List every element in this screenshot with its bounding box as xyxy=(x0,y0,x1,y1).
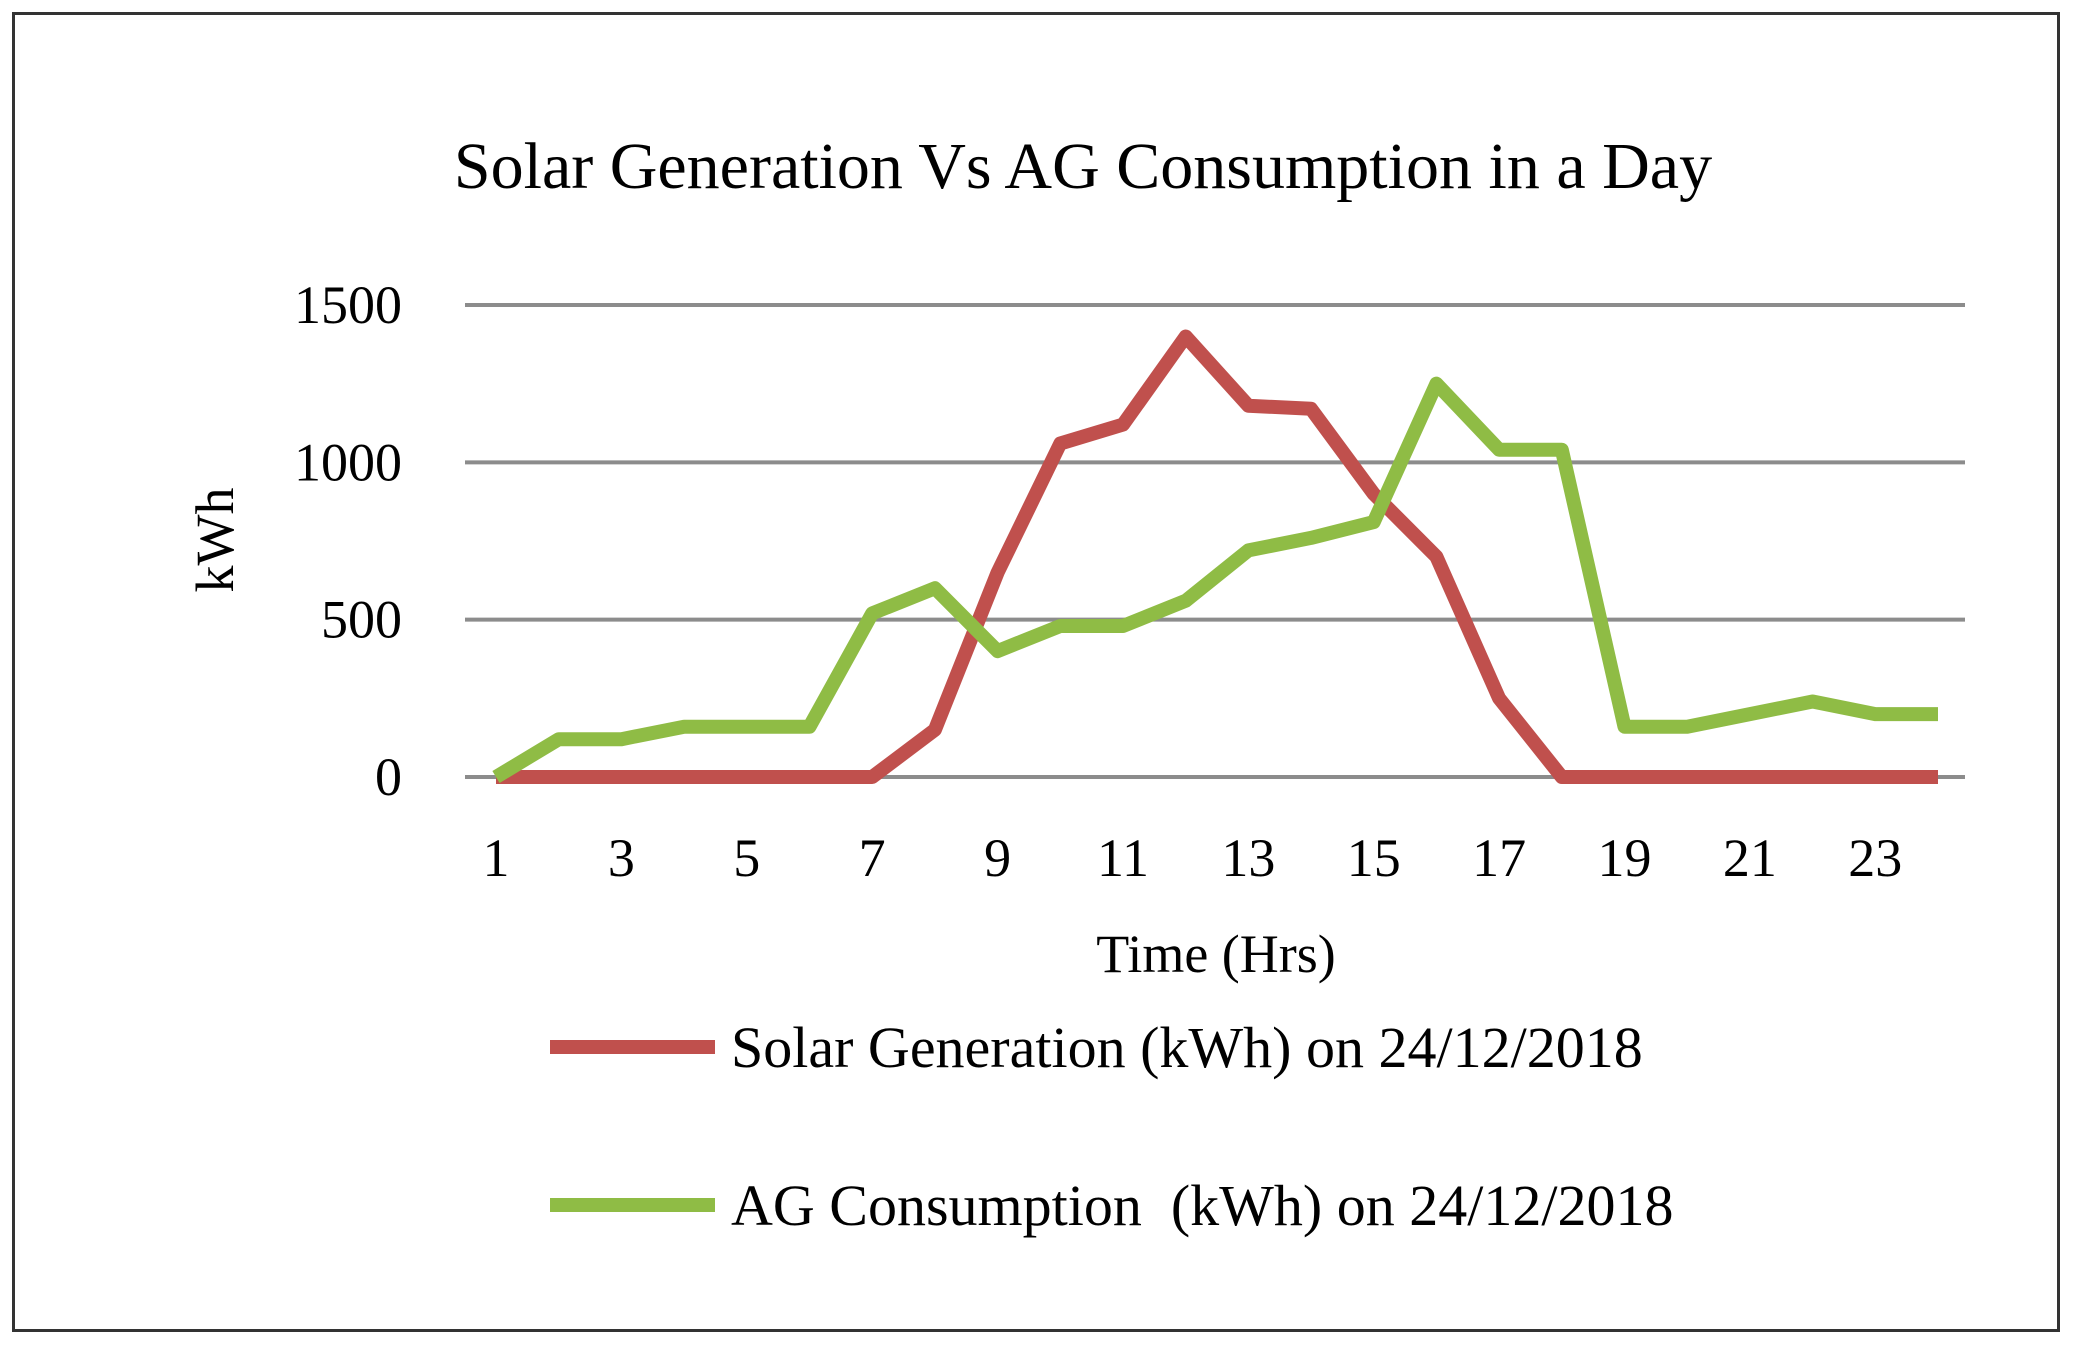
chart-title: Solar Generation Vs AG Consumption in a … xyxy=(454,130,1712,203)
ag-consumption-line xyxy=(492,376,1938,783)
y-axis-ticks: 0 500 1000 1500 xyxy=(294,275,402,807)
x-tick-label: 19 xyxy=(1598,828,1652,888)
x-tick-label: 23 xyxy=(1848,828,1902,888)
x-tick-label: 17 xyxy=(1472,828,1526,888)
x-axis-ticks: 1 3 5 7 9 11 13 15 17 19 21 23 xyxy=(483,828,1903,888)
x-axis-label: Time (Hrs) xyxy=(1096,924,1336,984)
x-tick-label: 13 xyxy=(1221,828,1275,888)
x-tick-label: 11 xyxy=(1097,828,1149,888)
y-tick-label: 0 xyxy=(375,747,402,807)
series-lines xyxy=(492,329,1938,784)
solar-generation-line xyxy=(496,329,1938,784)
legend-label-ag-consumption: AG Consumption (kWh) on 24/12/2018 xyxy=(731,1173,1673,1238)
legend-label-solar-generation: Solar Generation (kWh) on 24/12/2018 xyxy=(731,1015,1643,1080)
y-tick-label: 500 xyxy=(321,590,402,650)
x-tick-label: 21 xyxy=(1723,828,1777,888)
x-tick-label: 15 xyxy=(1347,828,1401,888)
x-tick-label: 7 xyxy=(859,828,886,888)
x-tick-label: 5 xyxy=(733,828,760,888)
y-axis-label: kWh xyxy=(185,488,245,593)
x-tick-label: 3 xyxy=(608,828,635,888)
x-tick-label: 9 xyxy=(984,828,1011,888)
chart-frame xyxy=(12,12,2060,1332)
legend: Solar Generation (kWh) on 24/12/2018 AG … xyxy=(550,1015,1673,1238)
y-tick-label: 1000 xyxy=(294,432,402,492)
x-tick-label: 1 xyxy=(483,828,510,888)
y-tick-label: 1500 xyxy=(294,275,402,335)
